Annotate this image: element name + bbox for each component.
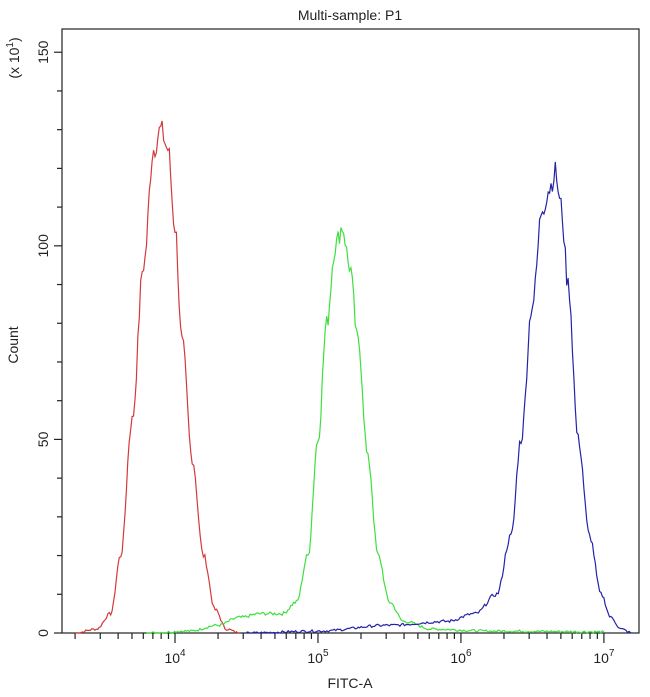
- x-axis-label: FITC-A: [327, 675, 373, 691]
- y-tick-label: 0: [35, 629, 51, 637]
- y-multiplier: (x 101): [5, 37, 22, 78]
- x-tick-label: 107: [593, 648, 615, 666]
- plot-frame: [61, 28, 640, 634]
- y-tick-label: 50: [35, 431, 51, 447]
- plot-area: 104 105 106 107 0 50 100 150: [35, 28, 640, 666]
- x-tick-label: 104: [164, 648, 186, 666]
- y-tick-label: 150: [35, 40, 51, 64]
- x-tick-label: 105: [307, 648, 329, 666]
- x-tick-label: 106: [450, 648, 472, 666]
- y-tick-label: 100: [35, 234, 51, 258]
- series-line-1: [146, 227, 605, 634]
- series-line-0: [75, 120, 240, 634]
- y-axis-label: Count: [5, 326, 21, 363]
- chart-title: Multi-sample: P1: [298, 7, 402, 23]
- series-line-2: [246, 161, 633, 634]
